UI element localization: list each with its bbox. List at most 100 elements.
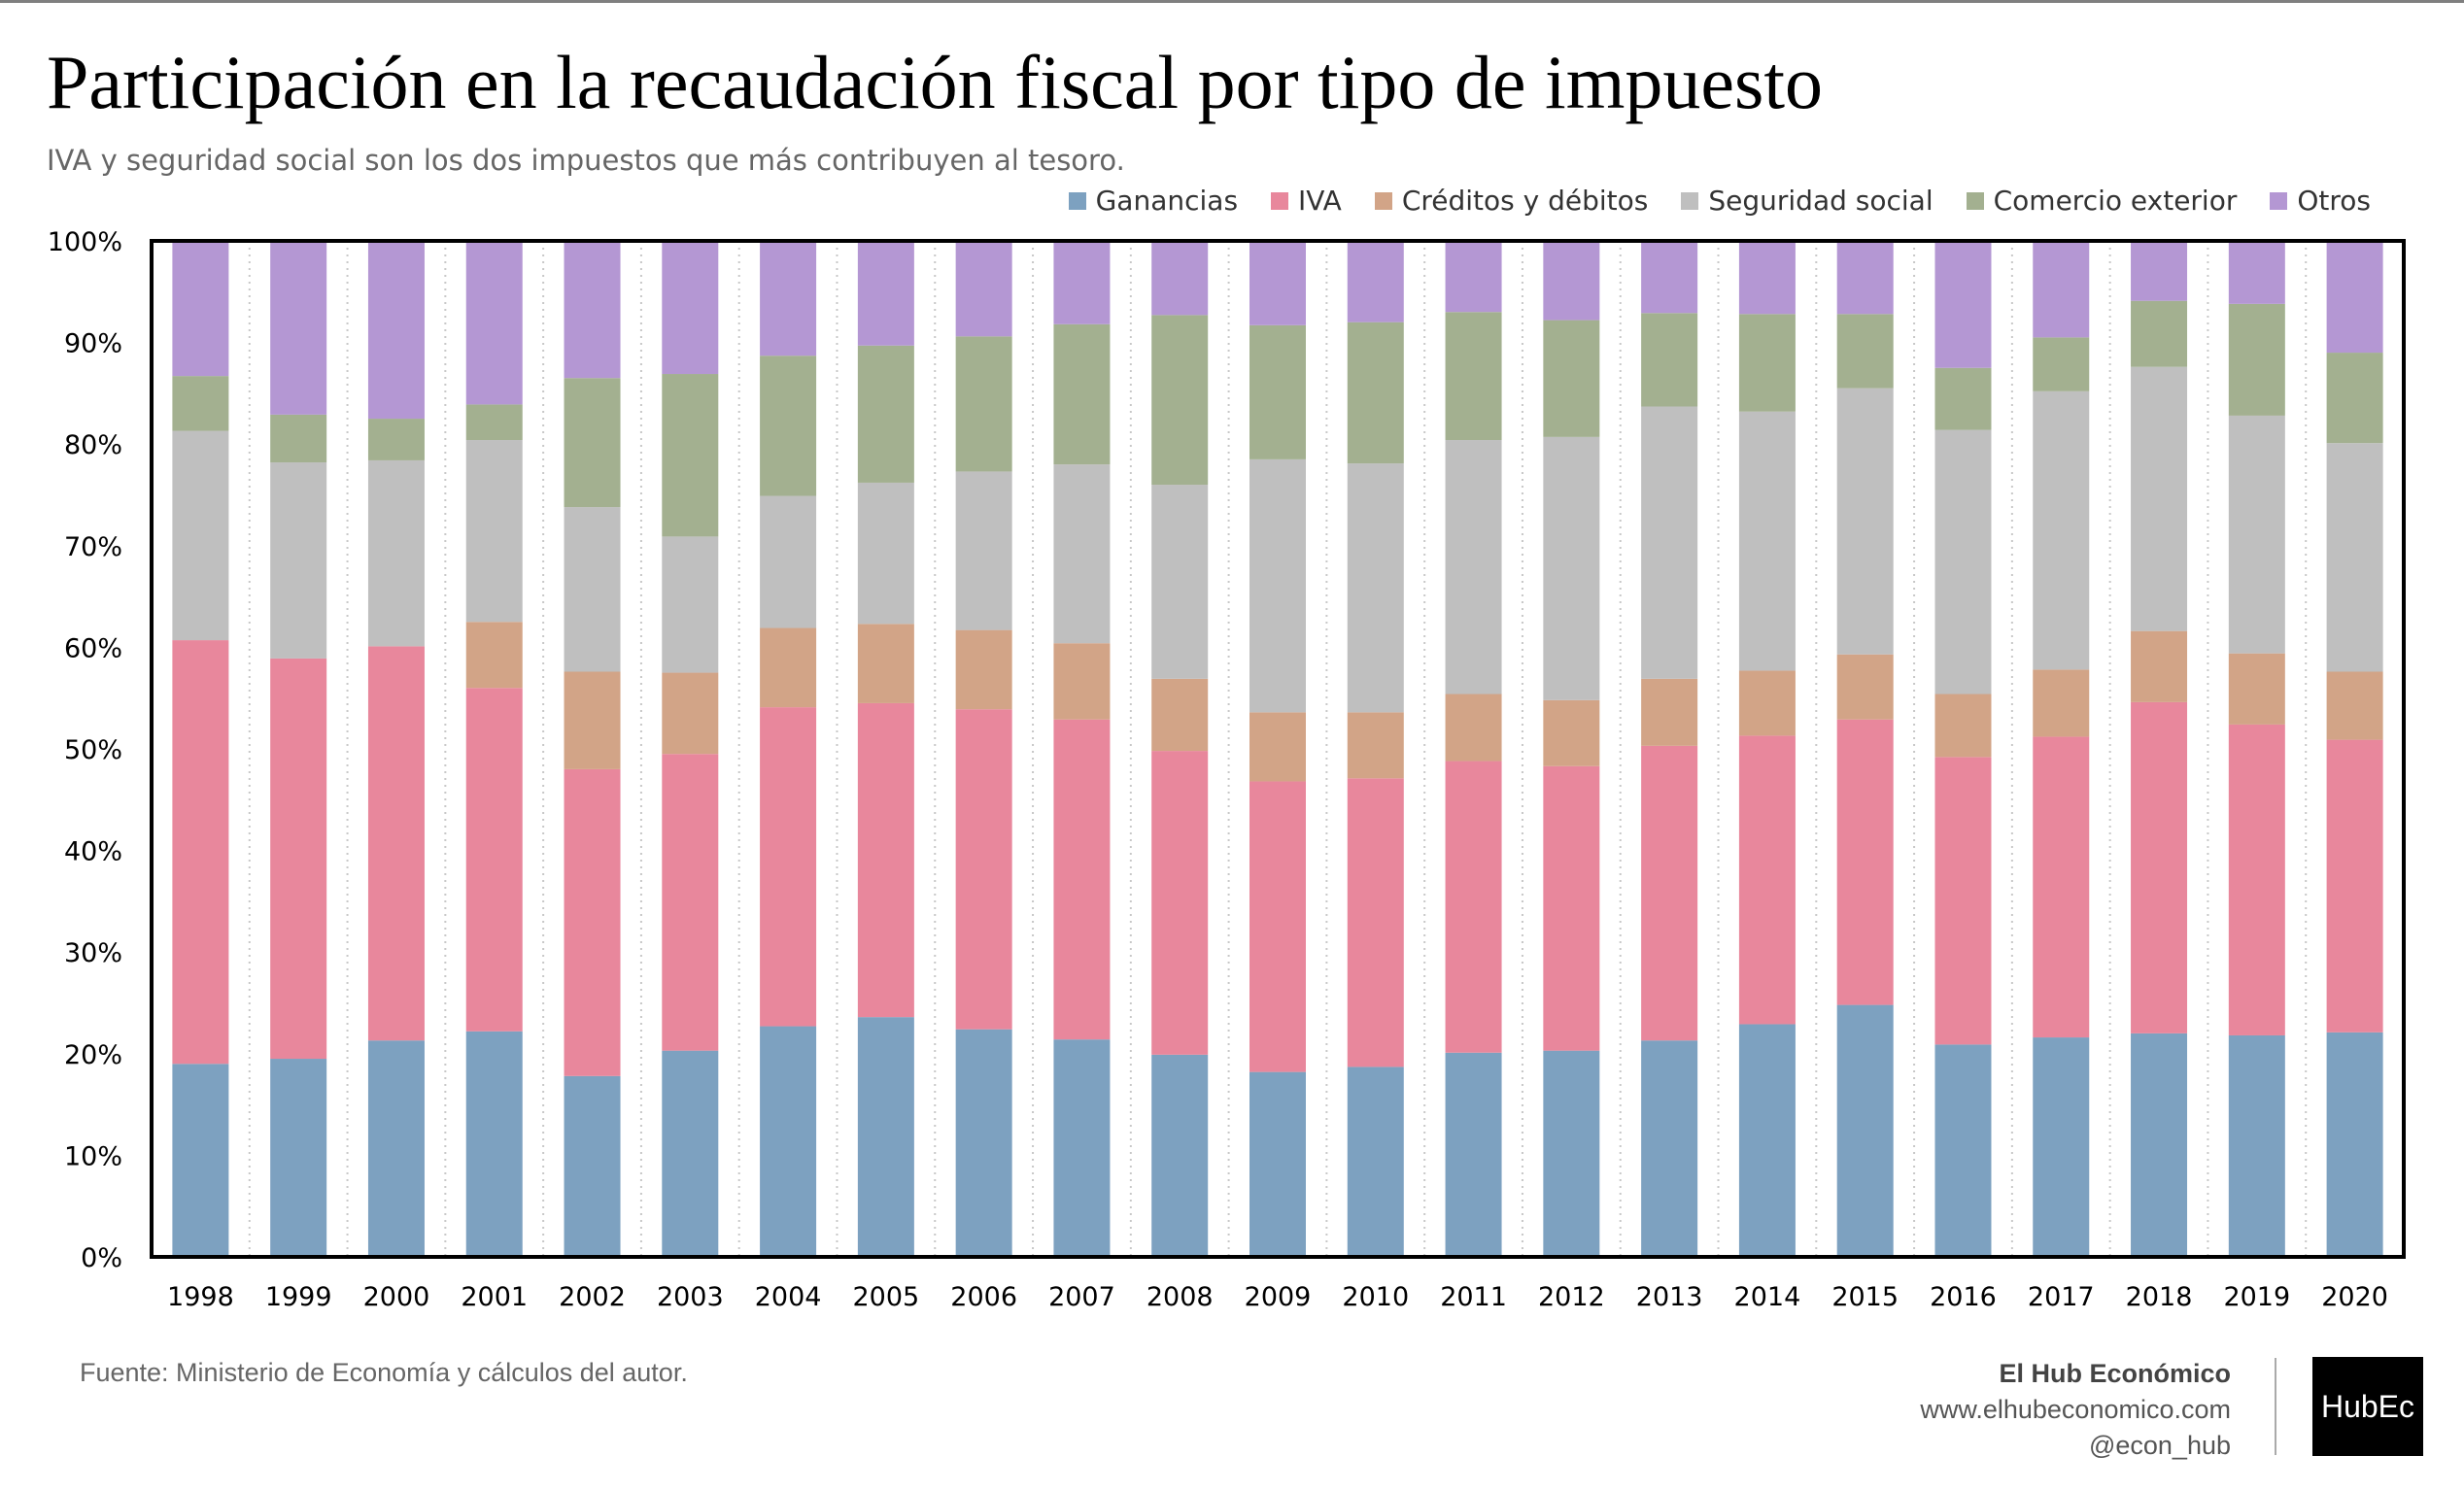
bar-segment [2326, 671, 2383, 740]
plot-frame [150, 239, 2406, 1259]
bar-segment [760, 495, 817, 628]
bar-segment [270, 462, 327, 659]
bar-segment [2131, 366, 2188, 631]
bar-segment [1836, 654, 1894, 720]
bar-segment [465, 688, 523, 1032]
x-tick-label: 2009 [1245, 1282, 1312, 1312]
bar-segment [1641, 745, 1698, 1041]
bar-segment [1543, 320, 1600, 437]
bar-segment [2228, 303, 2285, 416]
bar-segment [760, 1026, 817, 1257]
bar-segment [172, 241, 229, 377]
x-tick-label: 2000 [363, 1282, 430, 1312]
bar-segment [367, 459, 425, 647]
legend-swatch [1966, 191, 1984, 210]
bar-segment [1347, 1067, 1404, 1257]
bar-segment [1053, 1039, 1111, 1257]
x-tick-label: 2005 [853, 1282, 920, 1312]
bar-segment [1738, 241, 1796, 315]
bar-segment [1053, 719, 1111, 1040]
bar-segment [1836, 314, 1894, 389]
bar-segment [1738, 1024, 1796, 1257]
bar-segment [760, 356, 817, 496]
bar-segment [2131, 241, 2188, 301]
bar-segment [1151, 751, 1209, 1055]
bar-segment [367, 1040, 425, 1257]
bar-segment [1543, 699, 1600, 766]
bar-segment [1836, 241, 1894, 315]
bar-segment [1641, 1040, 1698, 1257]
bar-segment [465, 622, 523, 689]
bar-segment [465, 440, 523, 623]
bar-segment [955, 1029, 1012, 1257]
x-tick-label: 1998 [167, 1282, 234, 1312]
bar-segment [1836, 388, 1894, 655]
bar-segment [2326, 353, 2383, 444]
chart-legend: Ganancias IVA Créditos y débitos Seguridad … [1068, 185, 2371, 217]
bar-segment [2131, 1033, 2188, 1257]
bar-segment [1151, 1054, 1209, 1257]
bar-segment [2033, 669, 2090, 737]
x-tick-label: 1999 [265, 1282, 332, 1312]
bar-segment [1543, 765, 1600, 1051]
bar-segment [2131, 630, 2188, 702]
bar-segment [1445, 241, 1502, 313]
bar-segment [1151, 678, 1209, 752]
legend-item: Créditos y débitos [1374, 185, 1648, 217]
bar-segment [1151, 315, 1209, 486]
legend-label: IVA [1298, 185, 1342, 217]
bar-segment [367, 241, 425, 420]
x-tick-label: 2014 [1734, 1282, 1801, 1312]
x-tick-label: 2001 [461, 1282, 528, 1312]
x-tick-label: 2008 [1146, 1282, 1214, 1312]
bar-segment [1445, 694, 1502, 762]
bar-segment [857, 241, 914, 346]
bar-segment [172, 430, 229, 641]
bar-segment [465, 404, 523, 441]
bar-segment [2228, 653, 2285, 725]
legend-item: Ganancias [1068, 185, 1238, 217]
x-tick-label: 2015 [1831, 1282, 1899, 1312]
bar-segment [1934, 241, 1992, 368]
bar-segment [564, 378, 621, 508]
bar-segment [367, 419, 425, 460]
legend-item: Seguridad social [1681, 185, 1934, 217]
bar-segment [1836, 719, 1894, 1005]
bar-segment [1445, 1052, 1502, 1257]
bar-segment [1347, 463, 1404, 713]
bar-segment [2228, 241, 2285, 304]
bar-segment [2131, 300, 2188, 367]
source-note: Fuente: Ministerio de Economía y cálculo… [80, 1358, 688, 1387]
bar-segment [1934, 367, 1992, 430]
y-tick-label: 60% [64, 633, 122, 663]
legend-label: Comercio exterior [1993, 185, 2238, 217]
bar-segment [662, 1050, 719, 1257]
bar-segment [1543, 1050, 1600, 1257]
bar-segment [2228, 1034, 2285, 1257]
bar-segment [270, 658, 327, 1060]
bar-segment [1445, 312, 1502, 441]
bar-segment [662, 754, 719, 1051]
bar-segment [2033, 241, 2090, 338]
x-tick-label: 2020 [2321, 1282, 2388, 1312]
y-tick-label: 40% [64, 837, 122, 867]
legend-swatch [1681, 191, 1699, 210]
bar-segment [857, 345, 914, 483]
legend-swatch [1374, 191, 1392, 210]
top-rule [0, 0, 2464, 3]
y-tick-label: 0% [81, 1243, 122, 1273]
bar-segment [1347, 241, 1404, 322]
brand-name: El Hub Económico [1999, 1359, 2231, 1388]
legend-swatch [2270, 191, 2288, 210]
bar-segment [270, 414, 327, 463]
x-tick-label: 2017 [2028, 1282, 2095, 1312]
bar-segment [367, 646, 425, 1041]
bar-segment [2033, 390, 2090, 670]
bar-segment [1053, 643, 1111, 720]
bar-segment [857, 702, 914, 1018]
bar-segment [662, 374, 719, 537]
bar-segment [1836, 1004, 1894, 1257]
bar-segment [270, 1059, 327, 1257]
bar-segment [2326, 241, 2383, 354]
